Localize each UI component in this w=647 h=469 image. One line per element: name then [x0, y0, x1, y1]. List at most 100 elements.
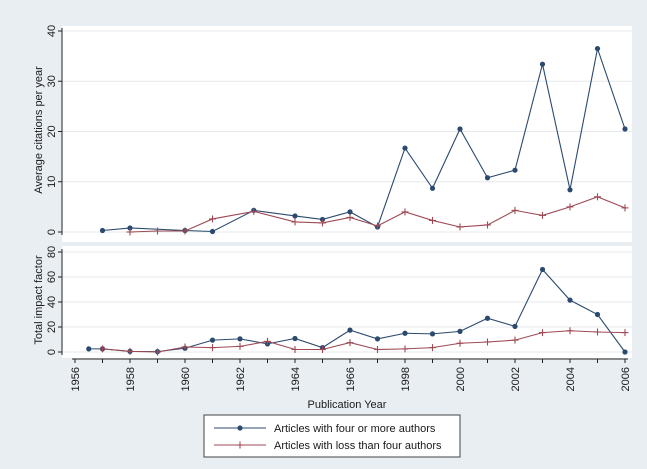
bottom-data-point [401, 345, 409, 353]
x-tick-label: 1958 [125, 367, 137, 391]
top-y-axis-title: Average citations per year [33, 66, 45, 194]
bottom-data-point [484, 315, 491, 321]
bottom-y-tick-label: 80 [46, 246, 58, 258]
top-series-line-2 [129, 196, 626, 233]
bottom-data-point [457, 328, 463, 334]
top-data-point [539, 61, 546, 67]
x-axis: 1956 1958 1960 1962 1964 1966 1998 2000 2002 2004… [70, 358, 632, 391]
top-data-point [99, 227, 106, 234]
bottom-data-point [539, 266, 546, 273]
top-data-point [154, 227, 161, 235]
top-y-tick-label: 0 [46, 229, 58, 235]
bottom-panel-series [86, 266, 629, 356]
top-y-tick-label: 10 [46, 176, 58, 188]
bottom-data-point [154, 348, 161, 356]
top-data-point [621, 204, 629, 212]
top-y-tick-label: 30 [46, 75, 58, 87]
x-tick-label: 1962 [235, 367, 247, 391]
bottom-data-point [429, 331, 436, 337]
legend: Articles with four or more authors Articl… [203, 414, 461, 458]
bottom-y-tick-label: 20 [46, 321, 58, 333]
top-data-point [429, 216, 436, 224]
bottom-data-point [99, 345, 106, 353]
top-data-point [209, 215, 216, 223]
top-data-point [566, 203, 574, 211]
bottom-data-point [291, 346, 299, 353]
top-data-point [457, 126, 463, 132]
bottom-data-point [346, 339, 354, 347]
bottom-data-point [236, 342, 244, 350]
bottom-data-point [512, 323, 518, 329]
x-tick-label: 2006 [620, 367, 632, 391]
legend-swatch-dot [237, 425, 243, 431]
top-data-point [291, 218, 299, 226]
top-data-point [484, 221, 491, 229]
bottom-data-point [511, 336, 519, 344]
top-data-point [401, 208, 409, 216]
top-y-tick-label: 40 [46, 25, 58, 37]
bottom-data-point [209, 337, 216, 343]
bottom-data-point [567, 297, 573, 303]
top-plot-area [62, 26, 632, 242]
top-data-point [209, 228, 216, 235]
bottom-data-point [621, 329, 629, 337]
top-data-point [484, 175, 491, 181]
top-data-point [319, 216, 326, 223]
legend-box [203, 414, 461, 458]
top-data-point [374, 222, 381, 230]
top-data-point [594, 45, 601, 52]
bottom-data-point [456, 339, 464, 347]
top-data-point [456, 223, 464, 231]
top-data-point [127, 225, 133, 231]
bottom-data-point [484, 338, 491, 346]
bottom-data-point [374, 346, 381, 353]
bottom-data-point [86, 346, 92, 352]
top-data-point [429, 185, 436, 191]
top-data-point [539, 211, 546, 219]
bottom-data-point [402, 330, 408, 336]
legend-label: Articles with four or more authors [274, 423, 436, 435]
bottom-data-point [209, 344, 216, 352]
x-tick-label: 1966 [345, 367, 357, 391]
top-data-point [511, 206, 519, 214]
bottom-data-point [429, 344, 436, 352]
x-axis-title: Publication Year [308, 399, 387, 411]
top-data-point [402, 145, 408, 151]
top-data-point [594, 193, 601, 201]
top-data-point [319, 219, 326, 227]
top-y-tick-label: 20 [46, 125, 58, 137]
bottom-panel-axes: 0 20 40 60 80 [46, 246, 63, 355]
legend-entry: Articles with four or more authors [214, 423, 436, 435]
bottom-y-axis-title: Total impact factor [33, 255, 45, 345]
bottom-y-tick-label: 0 [46, 349, 58, 355]
top-data-point [346, 213, 354, 221]
legend-label: Articles with loss than four authors [274, 440, 442, 452]
x-tick-label: 1960 [180, 367, 192, 391]
bottom-data-point [319, 346, 326, 353]
bottom-data-point [594, 328, 601, 336]
legend-entry: Articles with loss than four authors [214, 440, 442, 452]
top-data-point [126, 228, 134, 236]
top-data-point [347, 209, 353, 215]
bottom-data-point [374, 336, 381, 342]
bottom-data-point [566, 327, 574, 335]
x-tick-label: 2000 [455, 367, 467, 391]
x-tick-label: 2002 [510, 367, 522, 391]
bottom-data-point [181, 343, 189, 351]
bottom-y-tick-label: 60 [46, 271, 58, 283]
bottom-data-point [347, 327, 353, 333]
bottom-data-point [594, 311, 601, 318]
top-panel-axes: 0 10 20 30 40 [46, 25, 63, 235]
top-data-point [292, 213, 298, 219]
bottom-data-point [126, 347, 134, 355]
legend-entries: Articles with four or more authors Articl… [214, 423, 442, 452]
top-panel-series [99, 45, 629, 236]
bottom-data-point [292, 335, 298, 342]
bottom-series-line-2 [102, 330, 626, 353]
bottom-data-point [539, 329, 546, 337]
bottom-y-tick-label: 40 [46, 296, 58, 308]
top-data-point [250, 207, 258, 215]
bottom-data-point [237, 336, 243, 342]
top-data-point [567, 187, 573, 193]
